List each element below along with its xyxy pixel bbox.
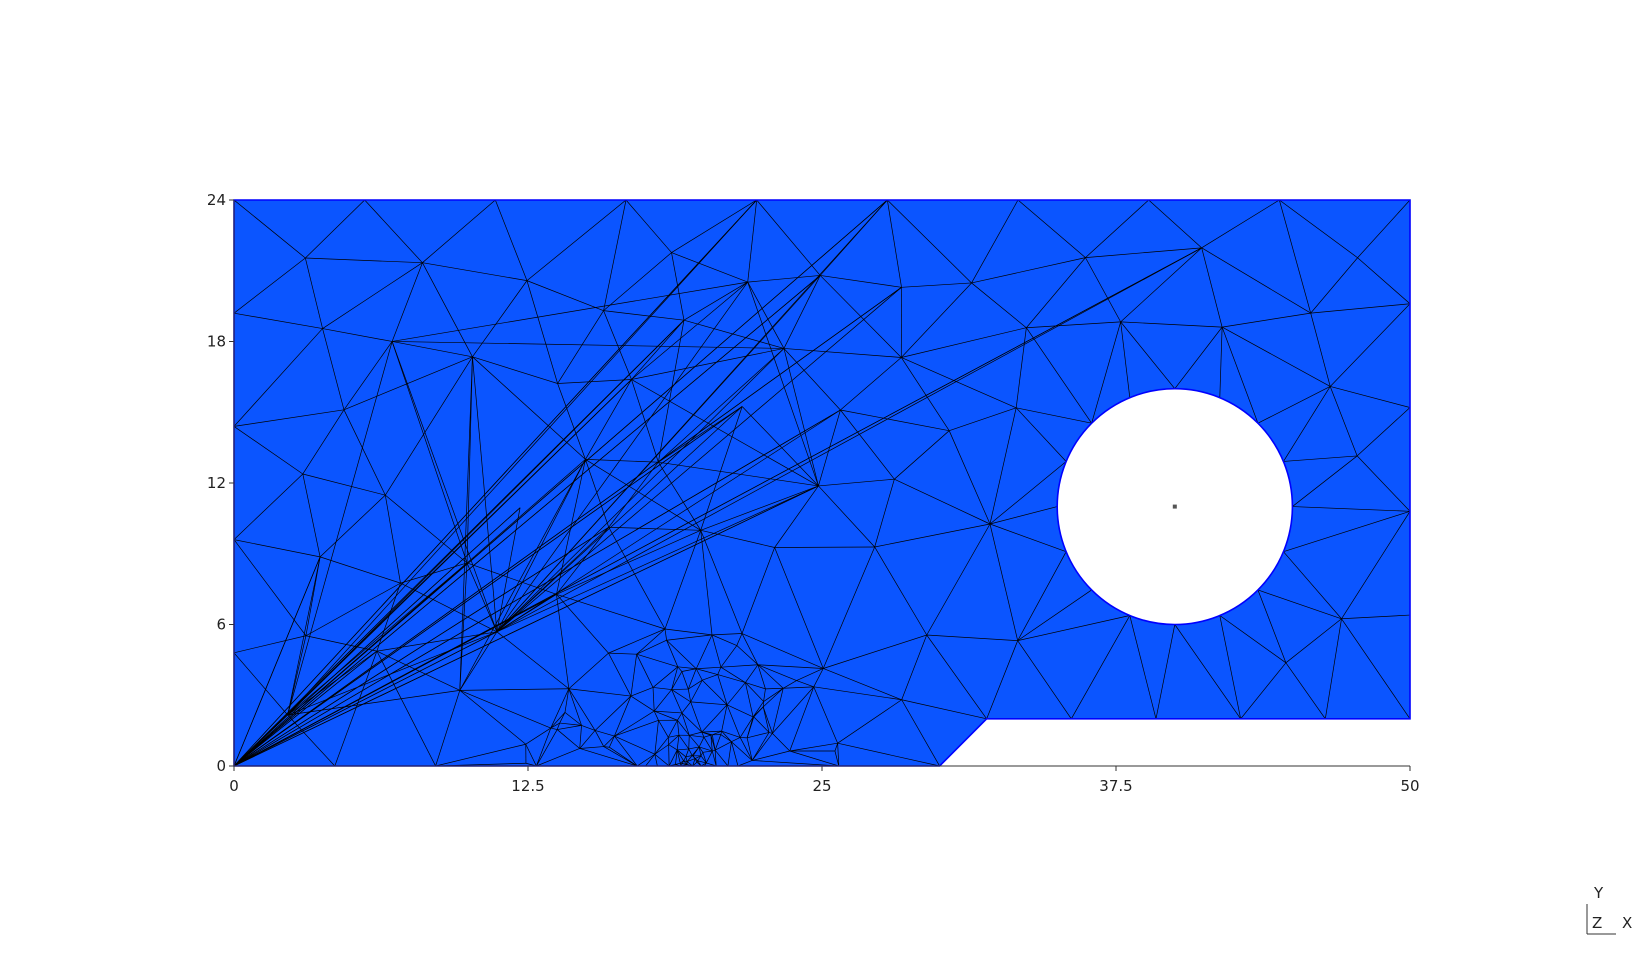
- y-tick-label: 18: [207, 333, 226, 351]
- y-tick-label: 0: [216, 757, 226, 775]
- x-tick-label: 12.5: [511, 777, 544, 795]
- triad-x-label: X: [1622, 914, 1632, 932]
- triad-y-label: Y: [1593, 884, 1604, 902]
- y-tick-label: 6: [216, 616, 226, 634]
- hole-center-marker: [1173, 505, 1177, 509]
- x-tick-label: 0: [229, 777, 239, 795]
- orientation-triad: Y Z X: [1587, 884, 1632, 934]
- x-tick-label: 37.5: [1099, 777, 1132, 795]
- x-axis-ticks: 0 12.5 25 37.5 50: [229, 766, 1419, 795]
- hole-center-dot: [1173, 505, 1177, 509]
- y-tick-label: 24: [207, 191, 226, 209]
- triad-z-label: Z: [1592, 914, 1602, 932]
- x-tick-label: 50: [1400, 777, 1419, 795]
- y-axis-ticks: 0 6 12 18 24: [207, 191, 234, 775]
- x-tick-label: 25: [812, 777, 831, 795]
- y-tick-label: 12: [207, 474, 226, 492]
